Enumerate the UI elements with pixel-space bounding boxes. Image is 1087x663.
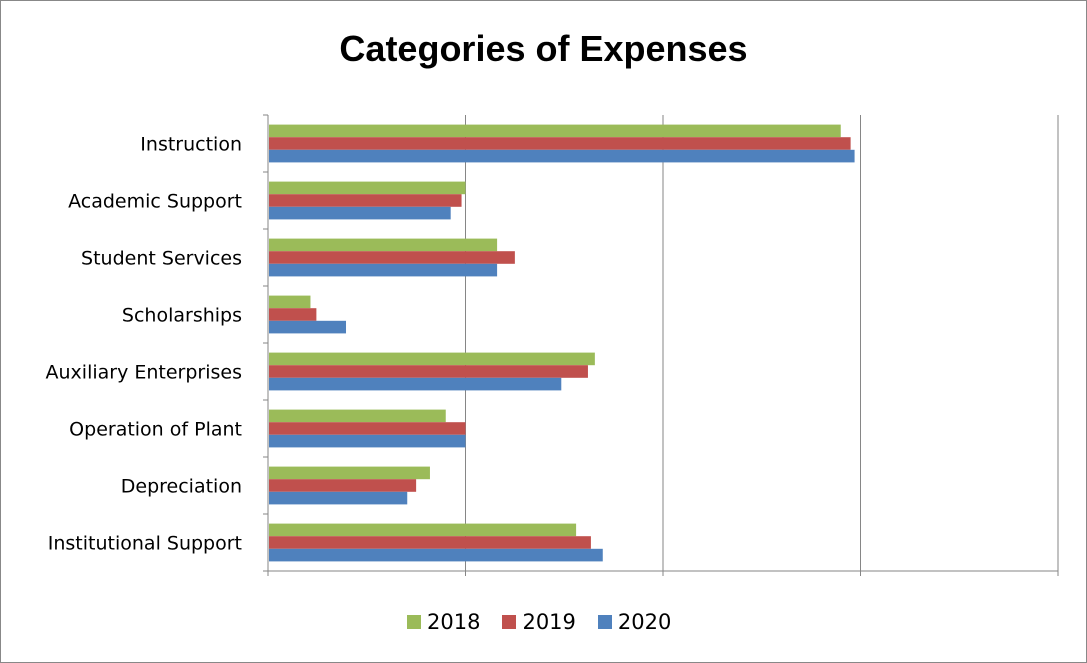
category-label: Operation of Plant (69, 419, 242, 441)
legend-item: 2018 (407, 610, 480, 634)
bar-2019 (269, 251, 515, 264)
bar-2019 (269, 194, 462, 207)
legend-swatch (407, 615, 421, 629)
bar-2019 (269, 422, 466, 435)
bar-2020 (269, 320, 347, 334)
bar-2019 (269, 137, 851, 150)
legend-label: 2020 (617, 610, 672, 634)
bar-2018 (269, 466, 430, 480)
bar-2020 (269, 491, 408, 505)
legend-item: 2020 (597, 610, 672, 634)
category-label: Depreciation (121, 476, 242, 498)
bar-2018 (269, 352, 595, 366)
category-label: Institutional Support (48, 533, 242, 555)
bar-2019 (269, 365, 588, 378)
category-label: Scholarships (122, 305, 242, 327)
bar-2018 (269, 124, 841, 138)
legend-label: 2018 (427, 610, 481, 634)
bar-2020 (269, 263, 498, 277)
legend: 2018 2019 2020 (407, 610, 693, 634)
legend-swatch (597, 615, 612, 629)
bar-2019 (269, 308, 317, 321)
category-label: Auxiliary Enterprises (46, 362, 243, 384)
bar-2018 (269, 181, 466, 195)
legend-swatch (502, 615, 517, 629)
bar-2018 (269, 238, 498, 252)
category-label: Instruction (140, 134, 242, 156)
bar-2020 (269, 377, 562, 391)
category-label: Student Services (81, 248, 242, 270)
bar-2020 (269, 149, 855, 163)
bar-2018 (269, 295, 311, 309)
bar-2020 (269, 206, 451, 220)
legend-item: 2019 (502, 610, 576, 634)
chart-title: Categories of Expenses (339, 28, 748, 69)
bar-2018 (269, 523, 577, 537)
category-label: Academic Support (68, 191, 242, 213)
legend-label: 2019 (522, 610, 576, 634)
bar-2019 (269, 479, 417, 492)
bar-2020 (269, 548, 603, 562)
bar-2019 (269, 536, 591, 549)
bar-2020 (269, 434, 466, 448)
bar-2018 (269, 409, 446, 423)
